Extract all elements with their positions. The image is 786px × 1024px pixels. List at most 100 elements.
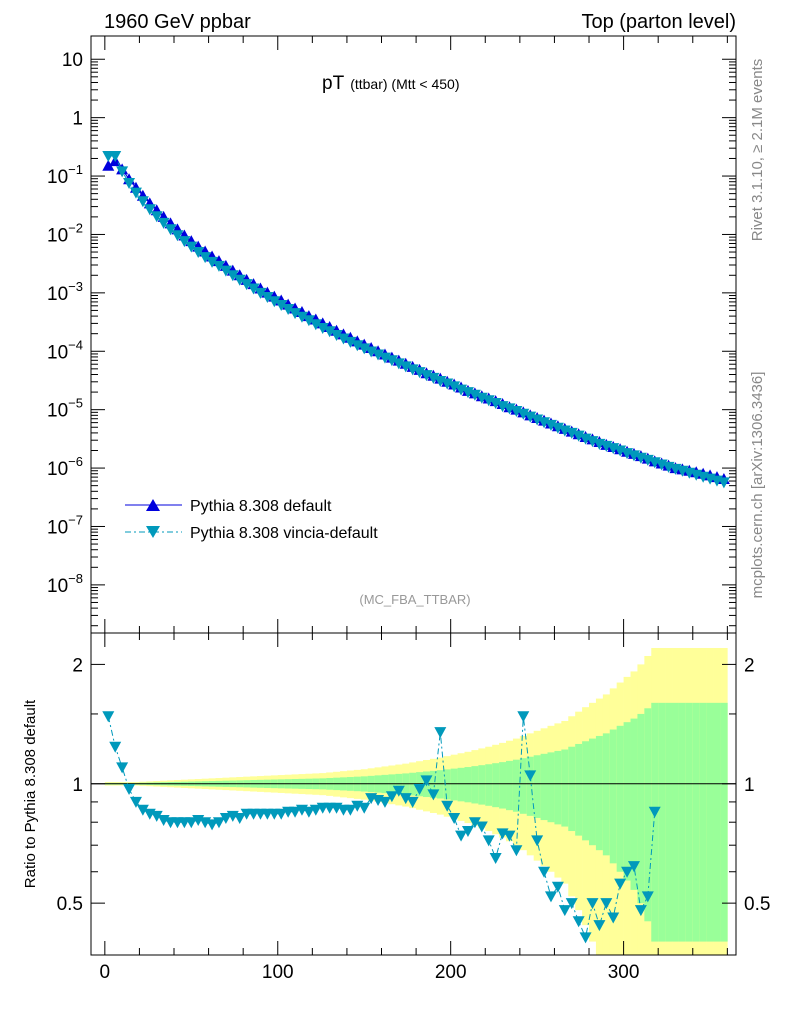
ratio-data-point — [309, 804, 322, 816]
x-tick-label: 200 — [435, 962, 467, 983]
ratio-data-point — [558, 905, 571, 917]
data-point-vincia — [129, 187, 142, 199]
ratio-data-point — [358, 802, 371, 814]
data-point-vincia — [268, 296, 281, 308]
data-point-vincia — [219, 265, 232, 277]
data-point-vincia — [489, 398, 502, 410]
uncertainty-band-inner — [436, 770, 445, 799]
ratio-data-point — [544, 891, 557, 903]
data-point-vincia — [261, 291, 274, 303]
ratio-data-point — [129, 796, 142, 808]
data-point-vincia — [544, 419, 557, 431]
ratio-data-point — [482, 835, 495, 847]
ratio-data-point — [538, 866, 551, 878]
uncertainty-band-inner — [602, 733, 611, 856]
uncertainty-band-inner — [637, 713, 645, 904]
uncertainty-band-inner — [457, 767, 465, 802]
uncertainty-band-inner — [692, 702, 700, 942]
ratio-series — [102, 711, 661, 944]
data-point-vincia — [358, 343, 371, 355]
uncertainty-band-inner — [519, 758, 528, 814]
main-series — [102, 151, 730, 489]
ratio-data-point — [600, 898, 613, 910]
data-point-vincia — [178, 236, 191, 248]
legend-marker-vincia — [146, 526, 160, 538]
data-point-vincia — [372, 349, 385, 361]
y-tick-label: 10−2 — [47, 220, 83, 246]
y-tick-base: 10 — [62, 50, 83, 71]
data-point-vincia — [109, 151, 122, 163]
data-point-vincia — [385, 355, 398, 367]
ratio-panel: 0.5 0.5 1 1 2 2 0 100 200 300 Ratio to Pythia 8.… — [22, 632, 771, 983]
data-point-vincia — [254, 287, 267, 299]
x-tick-label: 0 — [100, 962, 111, 983]
ratio-data-point — [503, 830, 516, 842]
uncertainty-band-inner — [616, 725, 624, 872]
ratio-data-point — [565, 898, 578, 910]
uncertainty-band-inner — [651, 702, 659, 942]
ratio-data-point — [302, 806, 315, 818]
data-point-vincia — [302, 315, 315, 327]
uncertainty-band-inner — [699, 702, 707, 942]
main-title-sub: (ttbar) (Mtt < 450) — [350, 76, 459, 92]
ratio-data-point — [448, 812, 461, 824]
x-tick-label: 100 — [262, 962, 294, 983]
uncertainty-band-inner — [672, 702, 680, 942]
uncertainty-band-inner — [678, 702, 687, 942]
uncertainty-band-inner — [478, 765, 486, 805]
data-point-vincia — [316, 323, 329, 335]
ratio-data-point — [413, 784, 426, 796]
y-tick-base: 10 — [47, 459, 68, 480]
data-point-vincia — [123, 178, 136, 190]
uncertainty-band-inner — [609, 729, 617, 864]
ratio-data-point — [648, 806, 661, 818]
data-point-vincia — [233, 274, 246, 286]
data-point-vincia — [531, 414, 544, 426]
y-tick-label: 10−6 — [47, 454, 83, 480]
data-point-vincia — [185, 241, 198, 253]
ratio-data-point — [136, 804, 149, 816]
ratio-data-point — [289, 806, 302, 818]
data-point-default — [102, 159, 115, 171]
legend-label-default: Pythia 8.308 default — [190, 498, 332, 515]
ratio-data-point — [109, 741, 122, 753]
data-point-vincia — [337, 333, 350, 345]
y-tick-label: 10−1 — [47, 162, 83, 188]
uncertainty-band-inner — [443, 769, 451, 800]
uncertainty-band-inner — [623, 722, 631, 881]
y-tick-label: 10−4 — [47, 337, 83, 363]
data-point-vincia — [510, 405, 523, 417]
rivet-label: Rivet 3.1.10, ≥ 2.1M events — [749, 59, 766, 242]
uncertainty-band-inner — [582, 741, 590, 841]
data-point-vincia — [427, 372, 440, 384]
uncertainty-band-inner — [720, 702, 728, 942]
legend-label-vincia: Pythia 8.308 vincia-default — [190, 525, 378, 542]
ratio-data-point — [579, 932, 592, 944]
uncertainty-band-inner — [526, 756, 534, 816]
ratio-data-point — [427, 789, 440, 801]
uncertainty-band-inner — [658, 702, 666, 942]
data-point-vincia — [247, 283, 260, 295]
ratio-data-point — [551, 881, 564, 893]
y-tick-base: 10 — [47, 225, 68, 246]
data-point-vincia — [524, 411, 537, 423]
y-tick-base: 10 — [47, 342, 68, 363]
data-point-vincia — [365, 346, 378, 358]
data-point-vincia — [157, 217, 170, 229]
uncertainty-band-inner — [533, 755, 541, 818]
uncertainty-band-inner — [706, 702, 714, 942]
uncertainty-band-inner — [589, 738, 597, 846]
ratio-y-ticks: 0.5 0.5 1 1 2 2 — [57, 655, 771, 915]
uncertainty-band-inner — [506, 760, 514, 811]
ratio-y-tick-label-right: 1 — [744, 775, 755, 796]
ratio-data-point — [641, 891, 654, 903]
ratio-data-point — [593, 920, 606, 932]
ratio-y-tick-label-left: 2 — [72, 655, 83, 676]
data-point-vincia — [282, 303, 295, 315]
ratio-data-point — [212, 817, 225, 829]
ratio-data-point — [378, 796, 391, 808]
data-point-vincia — [572, 430, 585, 442]
uncertainty-band-inner — [547, 752, 555, 823]
uncertainty-band-inner — [450, 768, 458, 801]
